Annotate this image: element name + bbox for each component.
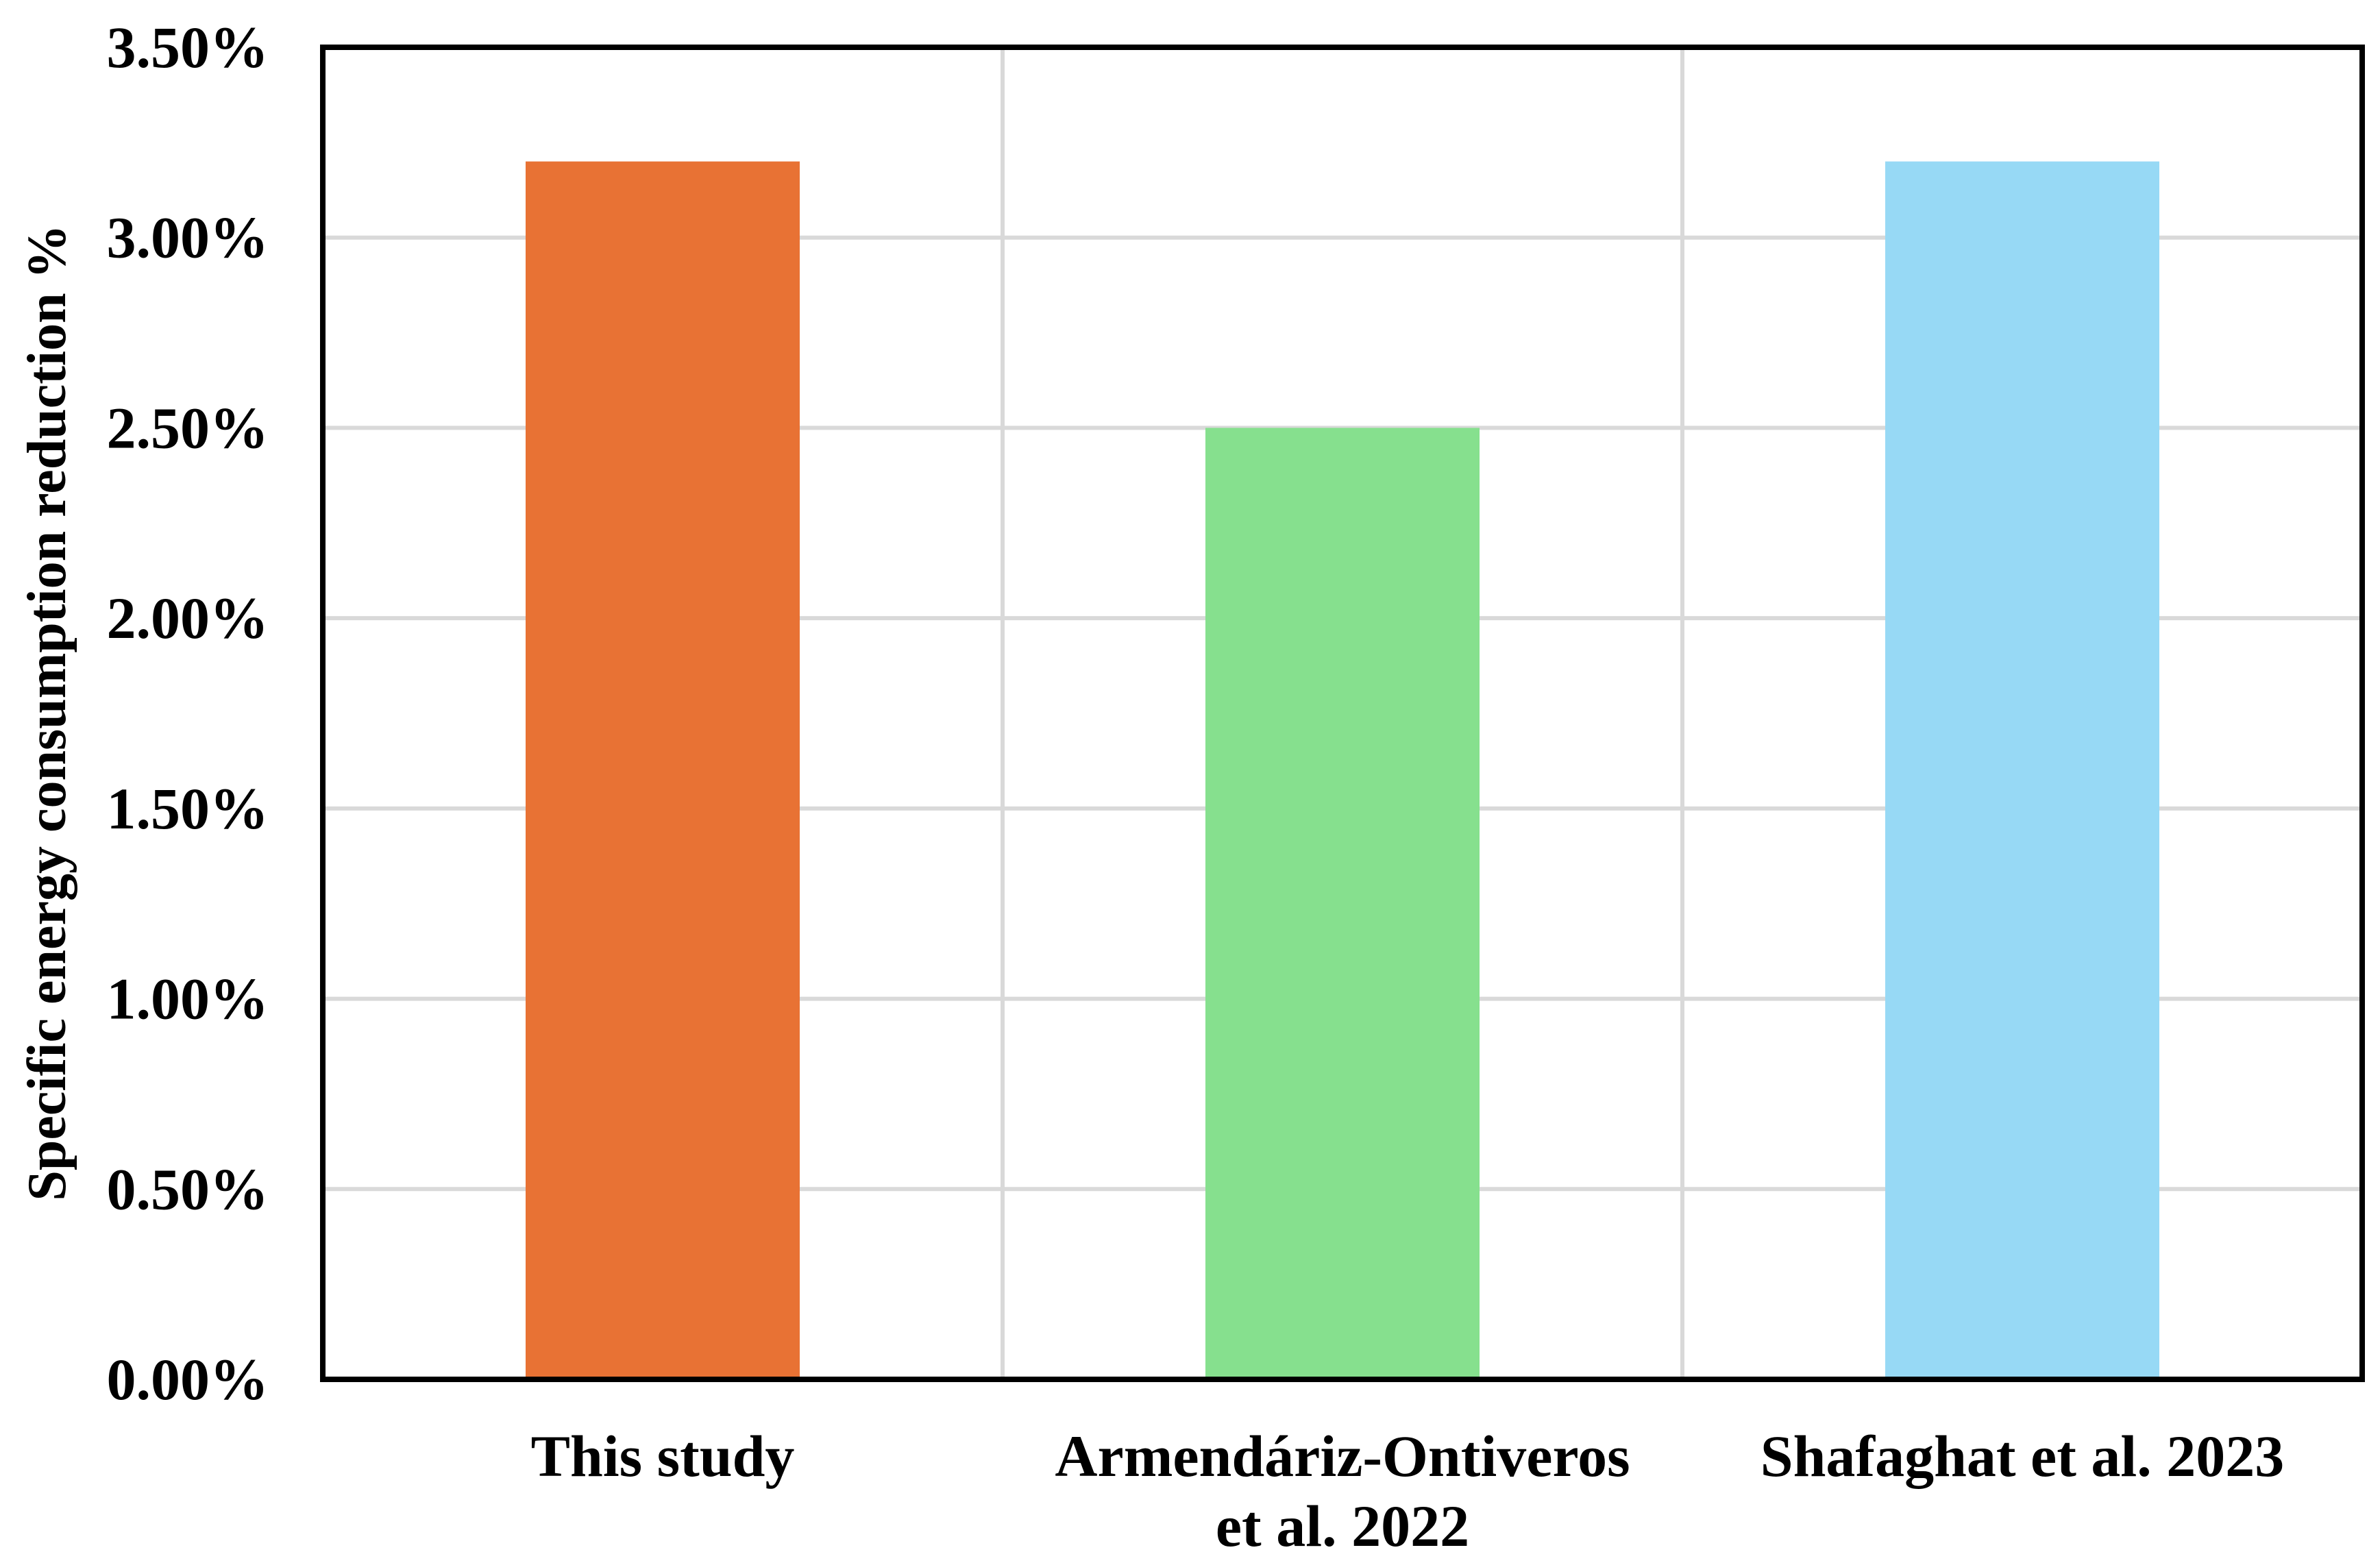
bar-1 [526,161,800,1380]
x-category-label: Armendáriz-Ontiveros [1055,1423,1630,1489]
x-category-label: et al. 2022 [1216,1493,1469,1559]
y-axis-tick-labels: 0.00% 0.50% 1.00% 1.50% 2.00% 2.50% 3.00% 3.50% [107,14,269,1412]
y-tick-label: 2.00% [107,585,269,651]
y-tick-label: 1.50% [107,776,269,841]
bars [526,161,2159,1380]
y-axis-title: Specific energy consumption reduction % [17,224,77,1201]
y-tick-label: 2.50% [107,395,269,460]
plot-area-frame [320,45,2365,1382]
x-category-label: Shafaghat et al. 2023 [1761,1423,2284,1489]
y-tick-label: 3.00% [107,205,269,271]
x-category-label: This study [531,1423,795,1489]
y-tick-label: 1.00% [107,966,269,1032]
y-tick-label: 3.50% [107,14,269,80]
bar-3 [1885,161,2159,1380]
y-tick-label: 0.00% [107,1346,269,1412]
y-tick-label: 0.50% [107,1156,269,1222]
bar-2 [1205,428,1480,1379]
